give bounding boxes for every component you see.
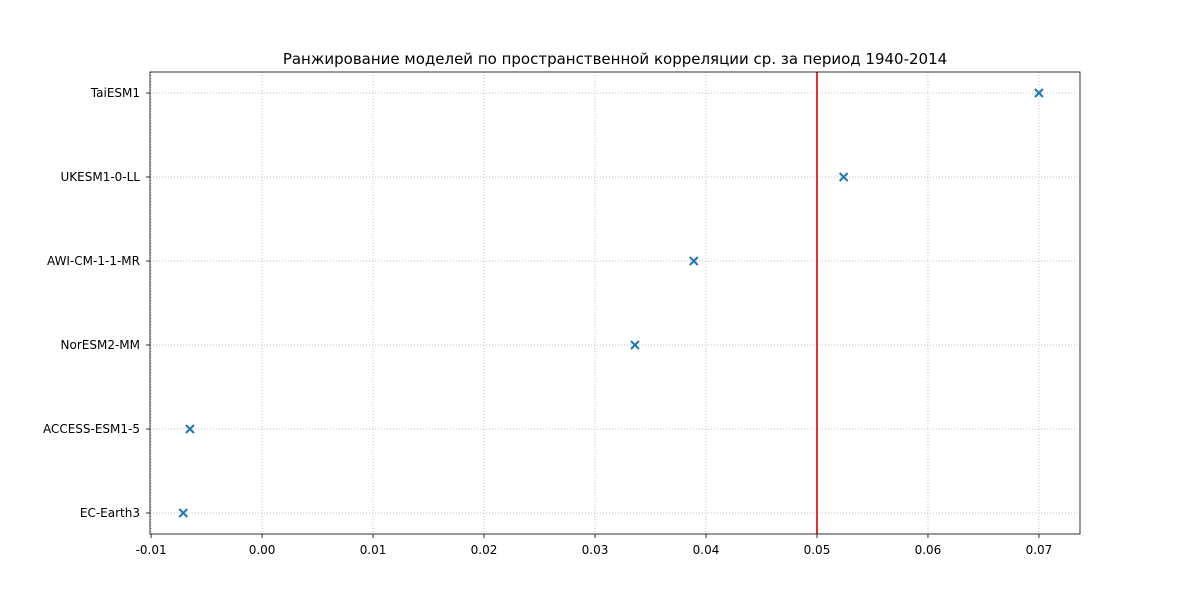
data-point-access-esm1-5: [185, 424, 195, 434]
data-point-awi-cm-1-1-mr: [689, 256, 699, 266]
x-tick-label: 0.05: [804, 543, 831, 557]
y-tick-label: UKESM1-0-LL: [60, 170, 140, 184]
data-point-ukesm1-0-ll: [838, 172, 849, 182]
y-tick-label: ACCESS-ESM1-5: [43, 422, 140, 436]
data-points: [178, 88, 1044, 518]
axes: -0.01 0.00 0.01 0.02 0.03 0.04 0.05 0.06 0.07 EC-…: [43, 71, 1081, 557]
x-tick-label: 0.04: [693, 543, 720, 557]
data-point-noresm2-mm: [630, 340, 640, 350]
x-tick-label: 0.01: [360, 543, 387, 557]
grid-lines: [150, 72, 1080, 534]
chart-title: Ранжирование моделей по пространственной…: [283, 50, 947, 68]
y-tick-label: AWI-CM-1-1-MR: [47, 254, 140, 268]
data-point-ec-earth3: [178, 508, 189, 518]
y-tick-label: EC-Earth3: [80, 506, 140, 520]
x-tick-label: 0.03: [582, 543, 609, 557]
x-tick-label: 0.07: [1026, 543, 1053, 557]
x-tick-label: 0.02: [471, 543, 498, 557]
data-point-taiesm1: [1034, 88, 1044, 98]
y-tick-label: TaiESM1: [90, 86, 140, 100]
x-tick-label: 0.06: [915, 543, 942, 557]
y-tick-label: NorESM2-MM: [61, 338, 140, 352]
x-tick-label: -0.01: [136, 543, 167, 557]
x-tick-label: 0.00: [249, 543, 276, 557]
plot-frame: [149, 71, 1081, 535]
